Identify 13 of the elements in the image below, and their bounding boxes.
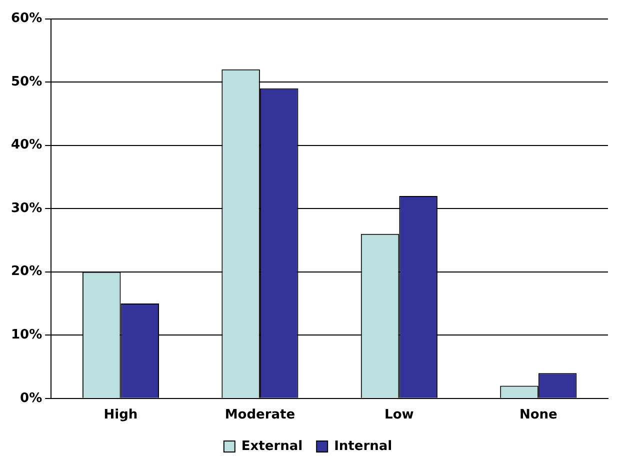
y-tick-label: 0% — [20, 390, 42, 406]
y-tick-label: 30% — [10, 200, 42, 216]
legend-label: External — [241, 438, 303, 454]
x-tick-label: High — [104, 408, 138, 423]
y-tick-label: 40% — [10, 138, 42, 153]
legend-label: Internal — [334, 438, 392, 454]
y-tick-label: 50% — [10, 74, 42, 90]
y-tick-label: 20% — [10, 264, 42, 280]
x-tick-label: None — [519, 408, 558, 423]
x-tick-label: Low — [384, 408, 414, 423]
y-tick-label: 10% — [10, 328, 42, 343]
y-tick-label: 60% — [10, 11, 42, 26]
x-tick-label: Moderate — [224, 408, 296, 423]
